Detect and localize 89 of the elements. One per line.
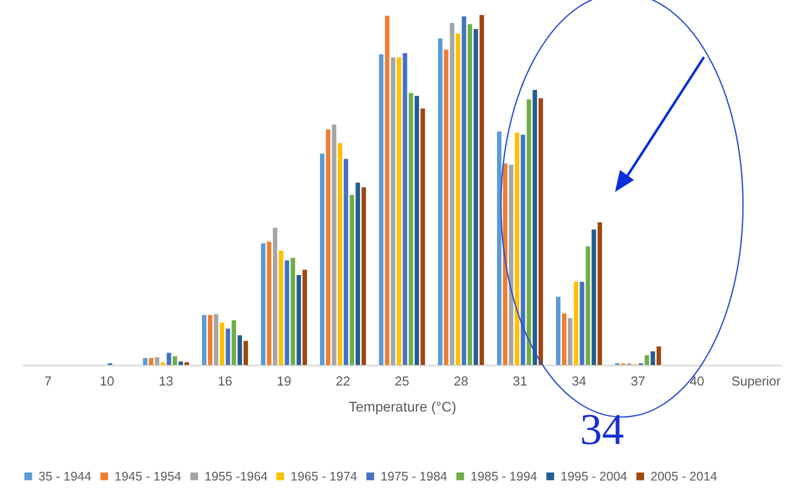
bar (302, 270, 307, 365)
bar (598, 222, 602, 365)
bar (296, 275, 302, 365)
bar (356, 182, 360, 365)
legend-label: 35 - 1944 (38, 469, 92, 484)
bar (362, 187, 366, 365)
bar (208, 314, 212, 365)
bar (384, 16, 390, 365)
x-tick-label: 28 (454, 374, 468, 388)
x-tick-label: 13 (158, 374, 174, 388)
bar (344, 158, 348, 365)
bar (148, 358, 154, 365)
x-tick-label: 16 (218, 374, 232, 388)
bar (326, 129, 330, 365)
x-tick-label: 34 (572, 374, 586, 388)
bar (532, 90, 538, 365)
bar (538, 98, 544, 365)
bar (154, 357, 160, 365)
x-tick-label: 7 (44, 374, 52, 388)
bar (184, 362, 189, 365)
bar (378, 54, 384, 365)
bar (526, 99, 532, 365)
x-tick-label: Superior (731, 374, 782, 388)
text: 34 (580, 405, 624, 454)
bar (574, 282, 578, 365)
bar (562, 314, 566, 365)
bar (178, 362, 184, 365)
bar (160, 362, 166, 365)
bar (278, 250, 284, 365)
x-tick-label: 19 (276, 374, 292, 388)
bar (232, 320, 236, 365)
bar (260, 243, 266, 365)
bar (396, 57, 402, 365)
bar (462, 16, 466, 365)
legend-label: 1975 - 1984 (380, 469, 448, 484)
bar (166, 352, 172, 365)
bar (420, 108, 426, 365)
bar (390, 57, 396, 365)
bar (592, 230, 596, 365)
bar (244, 340, 248, 365)
bar (408, 93, 414, 365)
bar (450, 23, 454, 365)
bar (266, 242, 272, 365)
bar (456, 34, 460, 365)
bar (656, 346, 662, 365)
x-tick-label: 37 (630, 374, 646, 388)
bar (444, 50, 448, 365)
bar (502, 163, 508, 365)
x-tick-label: 22 (336, 374, 350, 388)
bar (414, 96, 420, 365)
bar (172, 356, 178, 365)
legend-label: 1965 - 1974 (290, 469, 358, 484)
bar (220, 322, 224, 365)
bar (474, 29, 478, 365)
bar (644, 355, 650, 365)
bar (497, 132, 502, 365)
bar (290, 258, 296, 365)
bar (438, 38, 442, 365)
bar (272, 228, 278, 365)
bar (284, 260, 290, 365)
bar (402, 53, 408, 365)
bar (350, 194, 354, 365)
bar (468, 24, 472, 365)
bar (586, 246, 590, 365)
bar (226, 328, 230, 365)
legend-label: 2005 - 2014 (650, 469, 718, 484)
bar (202, 314, 206, 365)
bar (320, 154, 324, 365)
bar (568, 318, 572, 365)
x-tick-label: 10 (100, 374, 114, 388)
bar (514, 132, 520, 365)
bar (556, 296, 560, 365)
bar (142, 358, 148, 365)
bar (508, 164, 514, 365)
x-tick-label: 40 (690, 374, 704, 388)
bar (214, 314, 218, 365)
bar (338, 143, 342, 365)
bar (650, 351, 656, 365)
bar (238, 335, 242, 365)
bar (332, 124, 336, 365)
bar (480, 15, 484, 365)
x-tick-label: 31 (512, 374, 528, 388)
bar (580, 282, 584, 365)
legend-label: 1955 -1964 (204, 469, 268, 484)
legend-label: 1985 - 1994 (470, 469, 538, 484)
legend-label: 1995 - 2004 (560, 469, 628, 484)
x-axis-title: Temperature (°C) (348, 398, 456, 414)
legend-label: 1945 - 1954 (114, 469, 182, 484)
x-tick-label: 25 (394, 374, 410, 388)
